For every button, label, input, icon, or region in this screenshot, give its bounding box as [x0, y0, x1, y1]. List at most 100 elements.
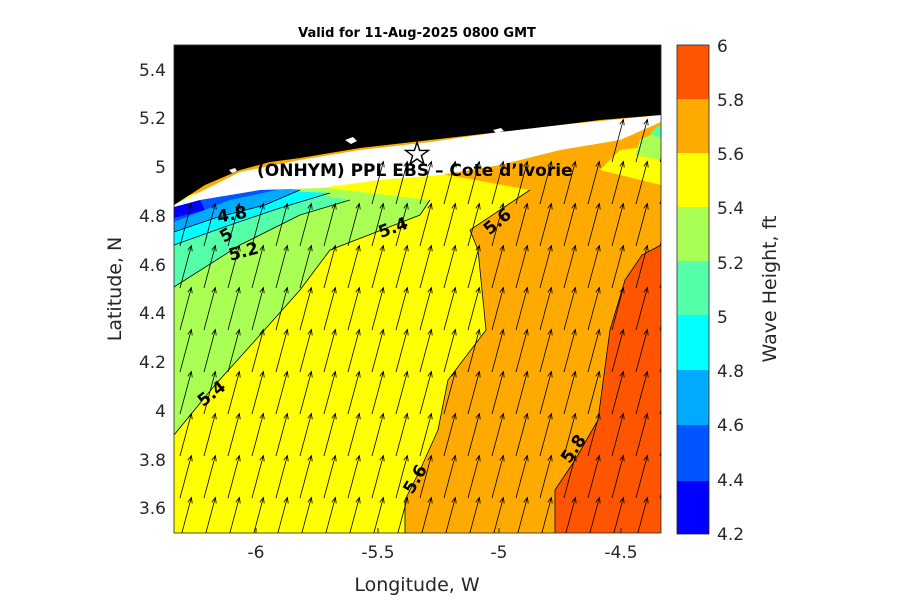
wave-arrow: [251, 412, 265, 457]
x-tick-label: -4.5: [604, 543, 637, 563]
wave-arrow: [467, 286, 481, 331]
wave-arrow: [347, 202, 361, 247]
wave-arrow: [419, 370, 433, 415]
wave-arrow: [563, 454, 577, 499]
x-axis: -6 -5.5 -5 -4.5 Longitude, W: [248, 528, 638, 596]
y-tick-label: 4.6: [139, 256, 166, 276]
wave-arrow: [587, 328, 601, 373]
wave-arrow: [515, 202, 529, 247]
wave-arrow: [203, 454, 217, 499]
wave-arrow: [275, 244, 289, 289]
wave-arrow: [515, 160, 529, 205]
wave-arrow: [491, 286, 505, 331]
wave-arrow: [395, 286, 409, 331]
wave-arrow: [443, 412, 457, 457]
wave-arrow: [203, 328, 217, 373]
wave-arrow: [443, 286, 457, 331]
wave-arrow: [659, 408, 661, 415]
wave-arrow: [347, 244, 361, 289]
x-tick-label: -5: [491, 543, 508, 563]
colorbar-tick-label: 5.6: [717, 145, 744, 165]
wave-direction-arrows: [179, 118, 661, 533]
wave-arrow: [443, 202, 457, 247]
wave-arrow: [299, 244, 313, 289]
y-axis: 3.6 3.8 4 4.2 4.4 4.6 4.8 5 5.2 5.4 Lati…: [104, 61, 166, 519]
wave-arrow: [251, 286, 265, 331]
wave-arrow: [371, 244, 385, 289]
wave-arrow: [227, 244, 241, 289]
wave-arrow: [251, 202, 265, 247]
wave-arrow: [659, 198, 661, 205]
wave-arrow: [299, 202, 313, 247]
wave-arrow: [203, 244, 217, 289]
wave-arrow: [419, 160, 433, 205]
wave-arrow: [419, 202, 433, 247]
wave-arrow: [275, 202, 289, 247]
wave-arrow: [611, 454, 625, 499]
wave-arrow: [491, 328, 505, 373]
wave-arrow: [491, 454, 505, 499]
wave-arrow: [323, 370, 337, 415]
wave-arrow: [227, 454, 241, 499]
wave-arrow: [515, 454, 529, 499]
wave-arrow: [491, 160, 505, 205]
wave-arrow: [635, 454, 649, 499]
wave-arrow: [323, 244, 337, 289]
wave-arrow: [179, 412, 193, 457]
wave-arrow: [563, 160, 577, 205]
wave-arrow: [347, 328, 361, 373]
contour-band-4.2-4.4: [174, 200, 205, 218]
wave-arrow: [299, 286, 313, 331]
y-axis-label: Latitude, N: [104, 237, 126, 342]
wave-arrow: [227, 286, 241, 331]
wave-arrow: [467, 454, 481, 499]
wave-arrow: [563, 244, 577, 289]
wave-arrow: [539, 454, 553, 499]
wave-arrow: [467, 202, 481, 247]
wave-arrow: [635, 412, 649, 457]
wave-arrow: [275, 370, 289, 415]
wave-arrow: [491, 370, 505, 415]
wave-arrow: [635, 118, 649, 163]
contour-band-5.8-6.0: [555, 245, 661, 533]
wave-arrow: [443, 160, 457, 205]
x-axis-label: Longitude, W: [354, 574, 480, 596]
wave-arrow: [635, 370, 649, 415]
coastal-band: [174, 115, 661, 207]
wave-arrow: [395, 160, 409, 205]
wave-arrow: [587, 370, 601, 415]
wave-arrow: [611, 286, 625, 331]
x-tick-label: -5.5: [361, 543, 394, 563]
wave-arrow: [371, 370, 385, 415]
colorbar-tick-label: 6: [717, 37, 728, 57]
colorbar-tick-label: 5.2: [717, 254, 744, 274]
wave-arrow: [323, 454, 337, 499]
colorbar: 4.2 4.4 4.6 4.8 5 5.2 5.4 5.6 5.8 6 Wave…: [676, 37, 781, 545]
wave-arrow: [611, 412, 625, 457]
y-tick-label: 4.4: [139, 304, 166, 324]
wave-arrow: [347, 412, 361, 457]
wave-arrow: [515, 328, 529, 373]
colorbar-label: Wave Height, ft: [759, 216, 781, 363]
wave-arrow: [539, 370, 553, 415]
wave-arrow: [203, 412, 217, 457]
wave-arrow: [203, 370, 217, 415]
wave-arrow: [419, 244, 433, 289]
wave-arrow: [491, 244, 505, 289]
y-tick-label: 4.8: [139, 207, 166, 227]
wave-arrow: [251, 370, 265, 415]
wave-arrow: [179, 454, 193, 499]
wave-arrow: [659, 282, 661, 289]
wave-arrow: [251, 244, 265, 289]
wave-arrow: [395, 412, 409, 457]
wave-arrow: [299, 370, 313, 415]
wave-arrow: [419, 328, 433, 373]
wave-arrow: [371, 286, 385, 331]
wave-arrow: [395, 370, 409, 415]
wave-arrow: [563, 370, 577, 415]
wave-arrow: [467, 328, 481, 373]
wave-arrow: [179, 370, 193, 415]
x-tick-label: -6: [248, 543, 265, 563]
wave-arrow: [515, 244, 529, 289]
